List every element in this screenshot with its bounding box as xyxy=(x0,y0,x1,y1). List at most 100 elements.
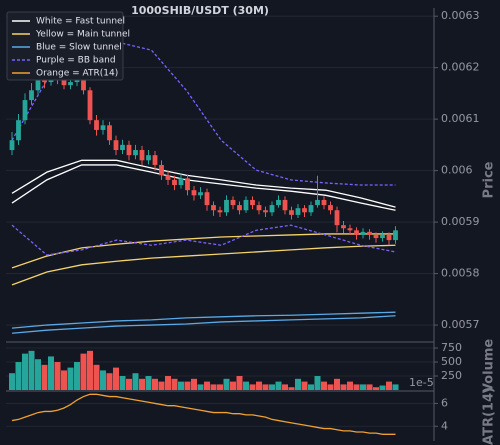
volume-bar xyxy=(41,364,48,390)
candle-body xyxy=(159,164,164,176)
overlay-line xyxy=(11,159,396,208)
volume-bar xyxy=(106,373,113,390)
legend-label: White = Fast tunnel xyxy=(36,17,125,27)
volume-bar xyxy=(210,384,217,390)
volume-bar xyxy=(74,362,80,390)
candle-body xyxy=(120,144,125,151)
y-tick-label: 0.0057 xyxy=(441,318,480,331)
candle-body xyxy=(334,210,340,226)
candle-body xyxy=(295,208,301,215)
volume-bar xyxy=(379,385,386,390)
legend-box xyxy=(6,11,124,81)
volume-bar xyxy=(373,387,379,390)
volume-bar xyxy=(269,384,275,390)
volume-bar xyxy=(28,350,35,390)
volume-bar xyxy=(80,353,87,390)
y-tick-label: 0.0061 xyxy=(441,112,480,125)
candle-body xyxy=(393,230,398,241)
candle-body xyxy=(133,150,138,156)
volume-bar xyxy=(243,381,249,390)
atr-axis-label: ATR(14) xyxy=(482,387,497,445)
volume-bar xyxy=(35,359,41,390)
candle-body xyxy=(373,234,379,239)
y-tick-label: 250 xyxy=(441,369,462,382)
volume-bar xyxy=(308,384,314,390)
volume-bar xyxy=(347,381,353,390)
candle-body xyxy=(42,80,47,83)
candle-body xyxy=(126,144,132,156)
volume-bar xyxy=(366,384,373,390)
volume-bar xyxy=(360,384,366,390)
volume-bar xyxy=(165,376,171,390)
candle-body xyxy=(224,199,229,213)
volume-bar xyxy=(87,350,93,390)
y-tick-label: 4 xyxy=(441,419,448,432)
volume-bar xyxy=(353,384,360,390)
legend-label: Orange = ATR(14) xyxy=(36,69,118,79)
volume-bar xyxy=(321,381,327,390)
y-tick-label: 500 xyxy=(441,355,462,368)
volume-axis-label: Volume xyxy=(482,339,497,394)
candle-body xyxy=(302,208,307,213)
y-tick-label: 750 xyxy=(441,341,462,354)
volume-offset-label: 1e-5 xyxy=(409,376,434,389)
volume-bar xyxy=(223,378,230,390)
candle-body xyxy=(139,150,145,161)
volume-bar xyxy=(314,376,321,390)
volume-bar xyxy=(191,378,197,390)
overlay-line xyxy=(11,311,396,329)
candle-body xyxy=(354,230,359,235)
candle-body xyxy=(29,90,34,101)
volume-bar xyxy=(204,381,210,390)
y-tick-label: 0.0063 xyxy=(441,9,480,22)
volume-bar xyxy=(184,381,191,390)
candle-body xyxy=(230,199,236,206)
volume-bar xyxy=(197,384,204,390)
candle-body xyxy=(315,199,320,206)
volume-bar xyxy=(9,373,15,390)
overlay-line xyxy=(11,224,396,256)
volume-bar xyxy=(171,378,178,390)
plots xyxy=(6,15,438,435)
volume-bar xyxy=(61,370,67,390)
y-tick-label: 0.0062 xyxy=(441,61,480,74)
volume-bar xyxy=(295,378,301,390)
candle-body xyxy=(81,80,86,91)
volume-bar xyxy=(54,362,61,390)
candle-body xyxy=(113,140,119,151)
overlay-line xyxy=(11,315,396,334)
atr-line xyxy=(11,393,396,435)
candle-body xyxy=(22,100,28,121)
candle-body xyxy=(263,210,268,213)
candle-body xyxy=(256,205,262,211)
y-tick-label: 6 xyxy=(441,396,448,409)
candle-body xyxy=(367,231,372,235)
legend-label: Yellow = Main tunnel xyxy=(35,30,130,40)
volume-bar xyxy=(217,384,223,390)
volume-bar xyxy=(230,381,236,390)
y-tick-label: 0.0058 xyxy=(441,267,480,280)
candle-body xyxy=(341,225,346,229)
volume-bar xyxy=(15,362,22,390)
volume-bar xyxy=(119,376,126,390)
candle-body xyxy=(217,210,223,213)
candle-body xyxy=(178,178,184,186)
candle-body xyxy=(380,234,385,239)
volume-bar xyxy=(334,378,340,390)
candle-body xyxy=(191,190,197,196)
volume-bar xyxy=(282,384,288,390)
candle-body xyxy=(204,192,210,206)
candle-body xyxy=(386,234,392,241)
candle-body xyxy=(328,205,333,211)
candle-body xyxy=(308,205,314,213)
candle-body xyxy=(100,125,106,130)
candle-body xyxy=(87,90,93,121)
volume-bar xyxy=(126,378,132,390)
candle-body xyxy=(269,205,275,213)
volume-bar xyxy=(327,384,334,390)
legend: White = Fast tunnel Yellow = Main tunnel B… xyxy=(6,11,130,81)
volume-bar xyxy=(236,376,243,390)
overlay-line xyxy=(11,164,396,211)
